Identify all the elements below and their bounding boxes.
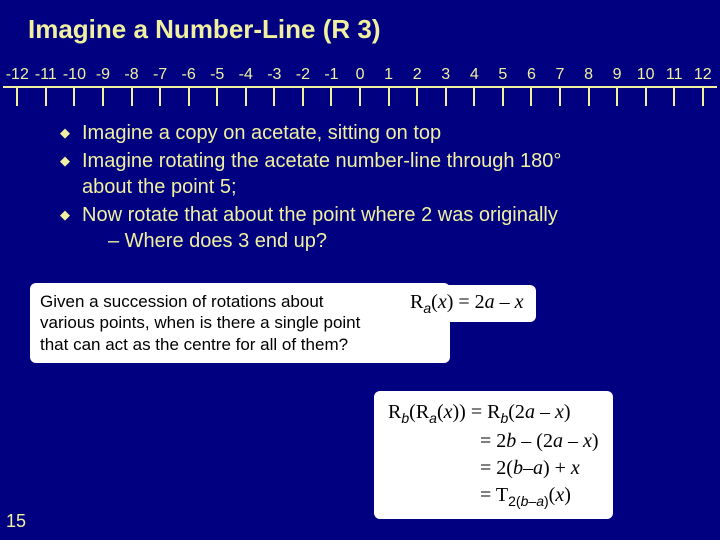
bullet-item: ◆ Imagine a copy on acetate, sitting on … xyxy=(60,120,690,146)
numline-label: -8 xyxy=(117,66,146,84)
numline-label: -5 xyxy=(203,66,232,84)
numline-tick xyxy=(260,86,289,106)
numline-tick xyxy=(374,86,403,106)
numline-tick xyxy=(460,86,489,106)
numline-label: -10 xyxy=(60,66,89,84)
numline-label: -7 xyxy=(146,66,175,84)
numline-label: 10 xyxy=(631,66,660,84)
numline-label: -12 xyxy=(3,66,32,84)
number-line-axis xyxy=(3,86,717,110)
formula-box: Ra(x) = 2a – x xyxy=(398,285,536,322)
numline-tick xyxy=(346,86,375,106)
numline-label: 11 xyxy=(660,66,689,84)
derivation-box: Rb(Ra(x)) = Rb(2a – x) = 2b – (2a – x) =… xyxy=(374,391,613,519)
numline-label: -6 xyxy=(174,66,203,84)
numline-label: 2 xyxy=(403,66,432,84)
derivation-row: = 2(b–a) + x xyxy=(388,455,599,482)
number-line-labels: -12-11-10-9-8-7-6-5-4-3-2-10123456789101… xyxy=(3,66,717,84)
numline-tick xyxy=(574,86,603,106)
numline-label: 0 xyxy=(346,66,375,84)
numline-tick xyxy=(146,86,175,106)
numline-tick xyxy=(32,86,61,106)
numline-label: -1 xyxy=(317,66,346,84)
bullet-text: Now rotate that about the point where 2 … xyxy=(82,202,558,254)
numline-tick xyxy=(203,86,232,106)
numline-label: 8 xyxy=(574,66,603,84)
numline-label: -11 xyxy=(32,66,61,84)
page-number: 15 xyxy=(6,511,26,532)
question-box: Given a succession of rotations about va… xyxy=(30,283,450,363)
page-title: Imagine a Number-Line (R 3) xyxy=(0,0,720,45)
bullet-list: ◆ Imagine a copy on acetate, sitting on … xyxy=(60,120,690,256)
numline-tick xyxy=(546,86,575,106)
number-line: -12-11-10-9-8-7-6-5-4-3-2-10123456789101… xyxy=(3,66,717,110)
numline-label: -2 xyxy=(289,66,318,84)
numline-label: 4 xyxy=(460,66,489,84)
numline-label: -9 xyxy=(89,66,118,84)
numline-tick xyxy=(689,86,718,106)
numline-tick xyxy=(603,86,632,106)
numline-tick xyxy=(631,86,660,106)
derivation-row: = T2(b–a)(x) xyxy=(388,482,599,511)
numline-label: -4 xyxy=(232,66,261,84)
numline-tick xyxy=(517,86,546,106)
bullet-diamond-icon: ◆ xyxy=(60,153,70,200)
numline-label: 12 xyxy=(689,66,718,84)
numline-tick xyxy=(489,86,518,106)
numline-tick xyxy=(117,86,146,106)
numline-tick xyxy=(289,86,318,106)
numline-tick xyxy=(60,86,89,106)
bullet-item: ◆ Imagine rotating the acetate number-li… xyxy=(60,148,690,200)
derivation-row: Rb(Ra(x)) = Rb(2a – x) xyxy=(388,399,599,428)
numline-tick xyxy=(232,86,261,106)
numline-tick xyxy=(403,86,432,106)
bullet-diamond-icon: ◆ xyxy=(60,125,70,146)
numline-tick xyxy=(431,86,460,106)
numline-label: 7 xyxy=(546,66,575,84)
numline-label: -3 xyxy=(260,66,289,84)
bullet-item: ◆ Now rotate that about the point where … xyxy=(60,202,690,254)
numline-tick xyxy=(660,86,689,106)
sub-bullet-text: – Where does 3 end up? xyxy=(82,228,558,254)
numline-tick xyxy=(3,86,32,106)
derivation-row: = 2b – (2a – x) xyxy=(388,428,599,455)
numline-tick xyxy=(317,86,346,106)
numline-tick xyxy=(89,86,118,106)
numline-label: 9 xyxy=(603,66,632,84)
bullet-text: Imagine rotating the acetate number-line… xyxy=(82,148,561,200)
numline-tick xyxy=(174,86,203,106)
bullet-diamond-icon: ◆ xyxy=(60,207,70,254)
numline-label: 6 xyxy=(517,66,546,84)
numline-label: 3 xyxy=(431,66,460,84)
numline-label: 5 xyxy=(489,66,518,84)
number-line-ticks xyxy=(3,86,717,106)
bullet-text: Imagine a copy on acetate, sitting on to… xyxy=(82,120,441,146)
numline-label: 1 xyxy=(374,66,403,84)
